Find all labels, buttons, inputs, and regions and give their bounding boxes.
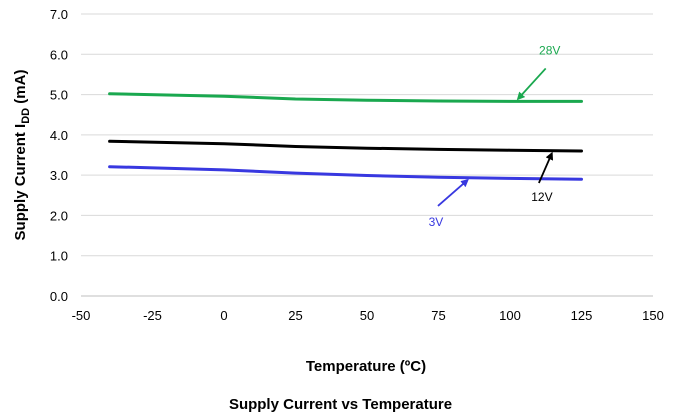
y-tick-label: 6.0 — [50, 47, 68, 62]
y-tick-label: 0.0 — [50, 289, 68, 304]
chart-title: Supply Current vs Temperature — [228, 396, 453, 413]
x-tick-label: 75 — [431, 308, 445, 323]
annotation-label-28v: 28V — [539, 43, 560, 57]
x-tick-label: -25 — [143, 308, 162, 323]
y-tick-labels: 0.0 1.0 2.0 3.0 4.0 5.0 6.0 7.0 — [50, 7, 68, 304]
annotation-arrow-28v — [516, 67, 547, 101]
x-tick-label: -50 — [72, 308, 91, 323]
x-tick-label: 50 — [360, 308, 374, 323]
y-tick-label: 2.0 — [50, 208, 68, 223]
annotation-label-3v: 3V — [429, 215, 444, 229]
series-line-28v — [108, 92, 583, 103]
x-tick-label: 0 — [220, 308, 227, 323]
annotation-arrow-3v — [437, 178, 469, 207]
annotation-label-12v: 12V — [531, 190, 552, 204]
series-annotations: 28V 12V 3V — [429, 43, 561, 229]
x-tick-label: 150 — [642, 308, 664, 323]
y-tick-label: 4.0 — [50, 128, 68, 143]
x-tick-label: 25 — [288, 308, 302, 323]
y-tick-label: 3.0 — [50, 168, 68, 183]
grid-lines — [81, 13, 653, 257]
y-tick-label: 1.0 — [50, 249, 68, 264]
y-tick-label: 5.0 — [50, 88, 68, 103]
x-tick-labels: -50 -25 0 25 50 75 100 125 150 — [72, 308, 664, 323]
y-axis-title: Supply Current IDD (mA) — [12, 70, 32, 241]
annotation-arrow-12v — [538, 151, 554, 184]
supply-current-chart: -50 -25 0 25 50 75 100 125 150 0.0 1.0 2.0 3.0 4.0 5.… — [12, 7, 664, 375]
y-tick-label: 7.0 — [50, 7, 68, 22]
y-axis-title-main: Supply Current I — [12, 124, 29, 241]
y-axis-title-subscript: DD — [20, 108, 32, 124]
series-line-12v — [108, 139, 583, 153]
x-axis-title: Temperature (ºC) — [306, 358, 426, 375]
series-lines — [108, 92, 583, 181]
series-line-3v — [108, 165, 583, 181]
x-tick-label: 100 — [499, 308, 521, 323]
x-tick-label: 125 — [571, 308, 593, 323]
y-axis-title-unit: (mA) — [12, 70, 29, 108]
